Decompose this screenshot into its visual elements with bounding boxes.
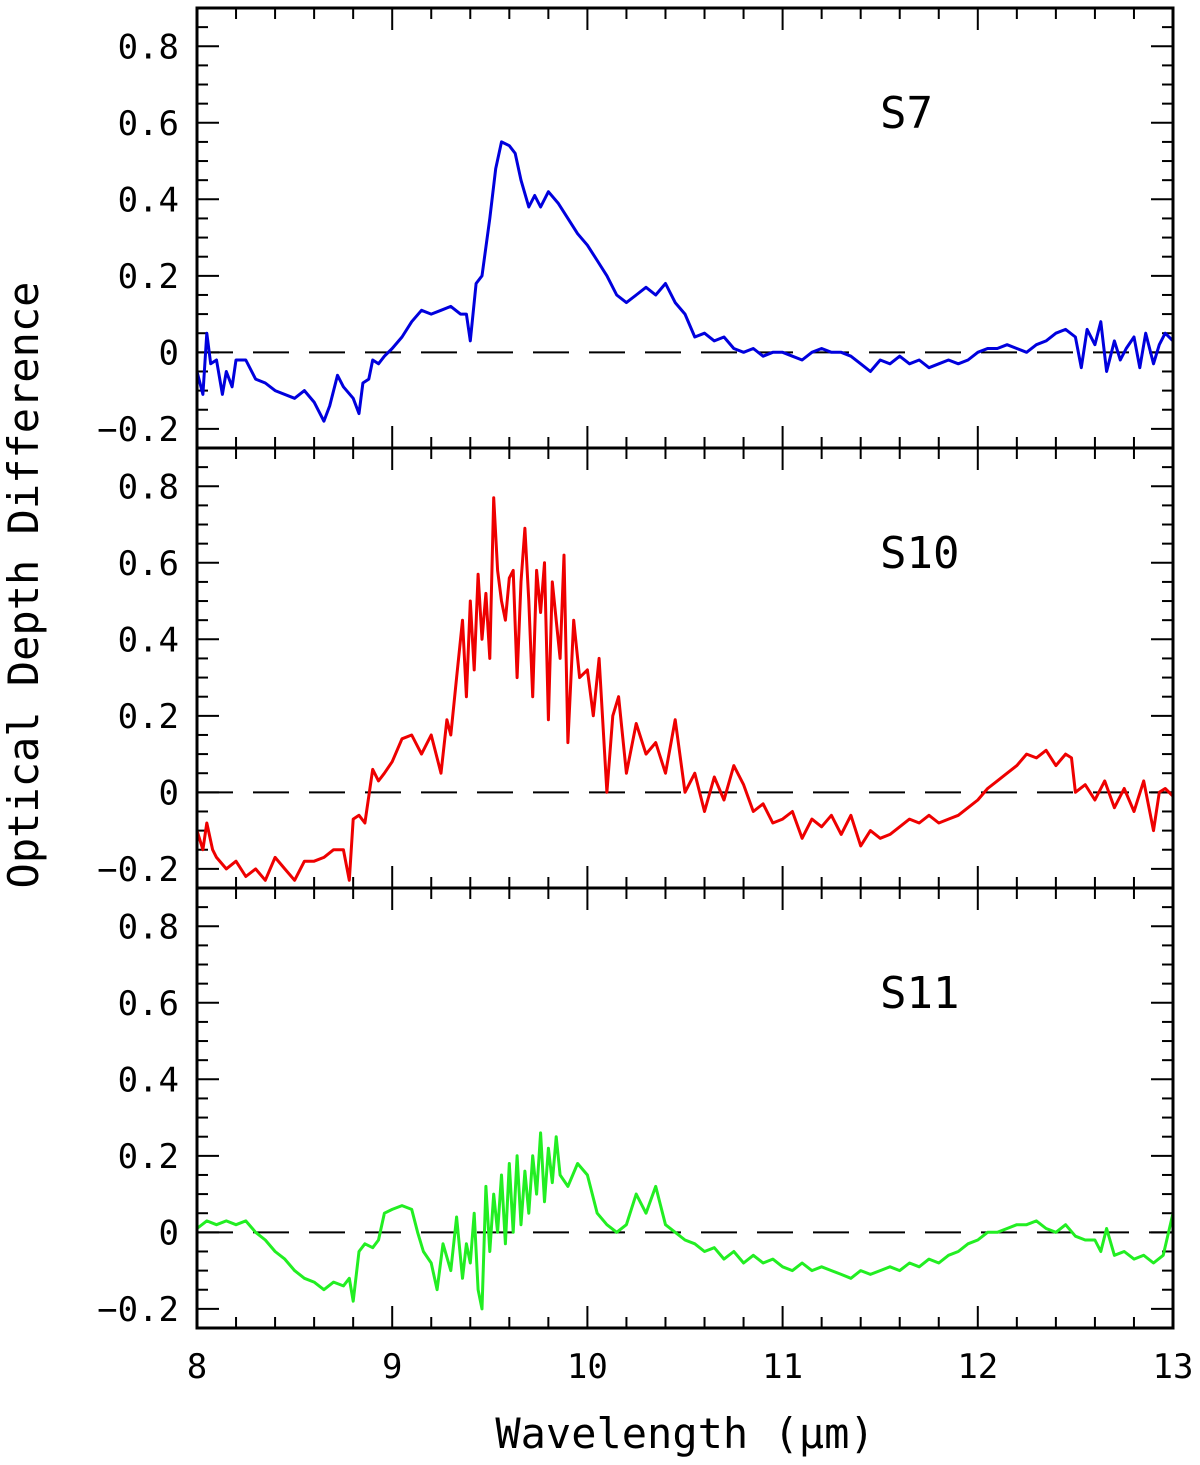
plot-frame: [195, 6, 1175, 450]
x-tick-label: 11: [762, 1347, 803, 1387]
x-tick-label: 13: [1153, 1347, 1194, 1387]
panel-S7: −0.2 0 0.2 0.4 0.6 0.8 S7: [97, 6, 1175, 450]
panel-label-S11: S11: [880, 968, 959, 1019]
y-tick-label: −0.2: [97, 1290, 179, 1330]
y-tick-label: 0.2: [118, 1137, 179, 1177]
series-line-S7: [195, 140, 1175, 423]
panels: −0.200.20.40.60.8S7−0.200.20.40.60.8S10−…: [97, 6, 1194, 1387]
plot-frame: [195, 886, 1175, 1330]
plot-frame: [195, 446, 1175, 890]
x-axis-title: Wavelength (μm): [495, 1409, 874, 1458]
y-tick-label: 0.4: [118, 180, 179, 220]
y-tick-label: 0.2: [118, 257, 179, 297]
y-tick-label: 0.4: [118, 1060, 179, 1100]
panel-label-S10: S10: [880, 528, 959, 579]
y-tick-label: 0: [159, 1213, 179, 1253]
y-tick-label: 0.8: [118, 907, 179, 947]
x-tick-label: 10: [567, 1347, 608, 1387]
y-tick-label: 0: [159, 773, 179, 813]
x-tick-label: 9: [382, 1347, 402, 1387]
y-tick-label: 0: [159, 333, 179, 373]
y-tick-label: 0.6: [118, 544, 179, 584]
y-tick-label: 0.2: [118, 697, 179, 737]
x-tick-label: 8: [187, 1347, 207, 1387]
y-tick-label: 0.4: [118, 620, 179, 660]
y-tick-label: 0.8: [118, 467, 179, 507]
y-tick-label: 0.6: [118, 104, 179, 144]
panel-S11: −0.2 0 0.2 0.4 0.6 0.8 8 9 10 11 12 13 S11: [97, 886, 1194, 1387]
series-line-S11: [196, 1131, 1175, 1311]
panel-S10: −0.2 0 0.2 0.4 0.6 0.8 S10: [97, 446, 1175, 890]
y-tick-label: 0.6: [118, 984, 179, 1024]
y-tick-label: −0.2: [97, 850, 179, 890]
series-line-S10: [195, 496, 1175, 882]
panel-label-S7: S7: [880, 88, 933, 139]
y-tick-label: −0.2: [97, 410, 179, 450]
y-tick-label: 0.8: [118, 27, 179, 67]
x-tick-label: 12: [957, 1347, 998, 1387]
y-axis-title: Optical Depth Difference: [0, 282, 48, 889]
